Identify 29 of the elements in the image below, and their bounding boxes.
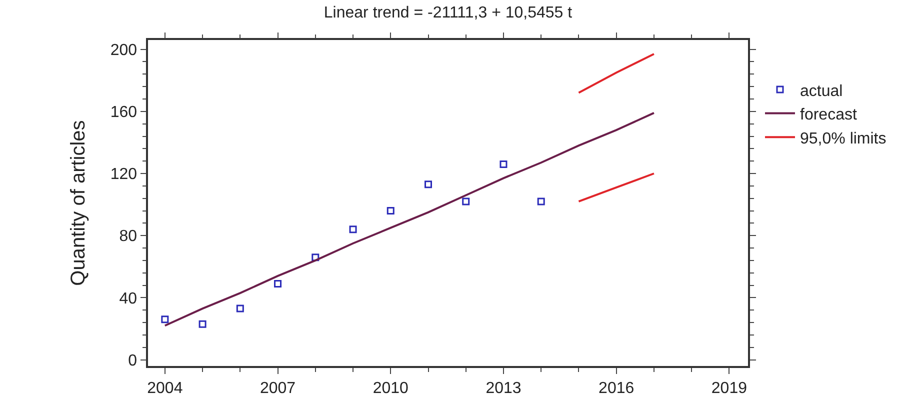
legend-label: 95,0% limits <box>800 130 886 148</box>
point <box>198 320 206 328</box>
point <box>424 180 432 188</box>
y-tick-label: 160 <box>110 104 138 122</box>
point <box>537 198 545 206</box>
x-tick-label: 2007 <box>260 380 296 397</box>
point <box>161 316 169 324</box>
x-tick-label: 2004 <box>147 380 183 397</box>
x-tick-label: 2016 <box>598 380 634 397</box>
point <box>462 198 470 206</box>
legend-label: forecast <box>800 106 858 124</box>
point <box>349 226 357 234</box>
point <box>312 254 320 262</box>
y-tick-label: 40 <box>119 290 138 308</box>
point <box>236 304 244 312</box>
y-axis-title: Quantity of articles <box>67 120 90 286</box>
y-tick-label: 120 <box>110 166 138 184</box>
legend-label: actual <box>800 82 843 100</box>
y-tick-label: 80 <box>119 228 138 246</box>
y-tick-label: 200 <box>110 42 138 59</box>
line-series <box>164 112 655 327</box>
chart-title: Linear trend = -21111,3 + 10,5455 t <box>324 4 573 22</box>
x-tick-label: 2019 <box>711 380 748 397</box>
y-tick-label: 0 <box>128 352 138 370</box>
point <box>500 160 508 168</box>
point <box>274 280 282 288</box>
x-tick-label: 2013 <box>486 380 522 397</box>
x-tick-label: 2010 <box>372 380 409 397</box>
point <box>386 207 394 215</box>
